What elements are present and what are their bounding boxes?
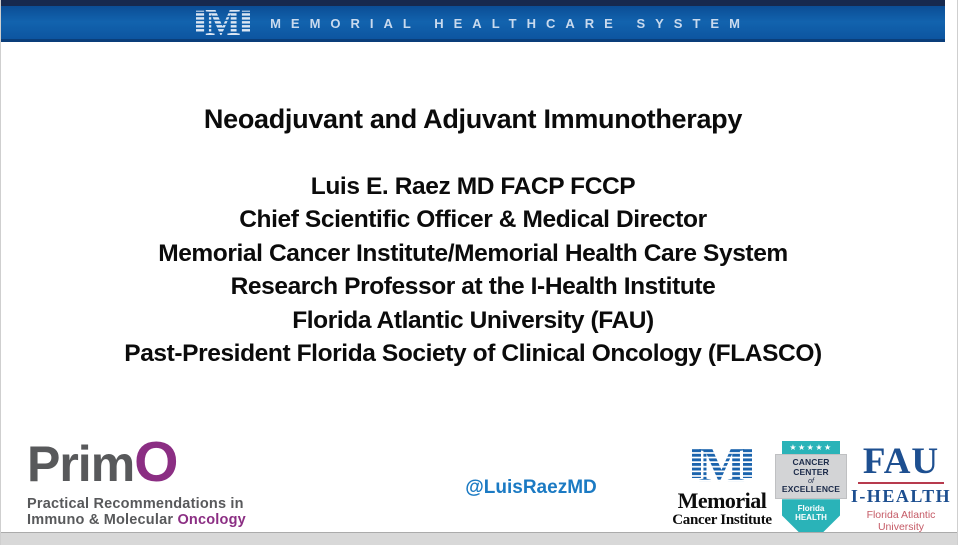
header-blue-bar: M MEMORIAL HEALTHCARE SYSTEM bbox=[1, 5, 945, 42]
badge-stars-icon: ★★★★★ bbox=[782, 441, 840, 454]
badge-org-line1: Florida bbox=[797, 504, 825, 514]
badge-line1: CANCER CENTER bbox=[792, 457, 830, 477]
cancer-center-excellence-badge: ★★★★★ CANCER CENTER of EXCELLENCE Florid… bbox=[775, 441, 847, 545]
fau-ihealth-logo: FAU I-HEALTH Florida Atlantic University bbox=[847, 441, 955, 534]
twitter-handle: @LuisRaezMD bbox=[465, 477, 597, 498]
primo-tagline-line1: Practical Recommendations in bbox=[27, 496, 244, 512]
primo-wordmark: PrimO bbox=[27, 434, 246, 491]
primo-tagline-line2: Immuno & Molecular Oncology bbox=[27, 512, 246, 528]
fau-division: I-HEALTH bbox=[850, 486, 952, 507]
badge-org-line2: HEALTH bbox=[795, 513, 827, 523]
header-bar: M MEMORIAL HEALTHCARE SYSTEM bbox=[1, 0, 945, 42]
header-top-strip bbox=[1, 0, 945, 6]
primo-word-prefix: Prim bbox=[27, 436, 135, 492]
primo-tagline-line2-prefix: Immuno & Molecular bbox=[27, 512, 178, 528]
speaker-block: Luis E. Raez MD FACP FCCP Chief Scientif… bbox=[1, 170, 945, 370]
svg-text:M: M bbox=[698, 440, 745, 484]
memorial-cancer-institute-logo: M Memorial Cancer Institute bbox=[667, 436, 777, 529]
slide-title: Neoadjuvant and Adjuvant Immunotherapy bbox=[203, 104, 743, 134]
header-brand-text: MEMORIAL HEALTHCARE SYSTEM bbox=[270, 15, 750, 31]
badge-text-band: CANCER CENTER of EXCELLENCE bbox=[775, 454, 847, 500]
fau-acronym: FAU bbox=[862, 441, 940, 482]
speaker-university: Florida Atlantic University (FAU) bbox=[292, 306, 654, 334]
speaker-organization: Memorial Cancer Institute/Memorial Healt… bbox=[158, 239, 788, 267]
primo-word-o: O bbox=[134, 430, 178, 494]
bottom-strip bbox=[1, 532, 957, 545]
memorial-cancer-m-icon: M bbox=[692, 436, 752, 492]
speaker-role: Chief Scientific Officer & Medical Direc… bbox=[239, 206, 707, 234]
badge-line2: of bbox=[808, 477, 814, 485]
fau-university-name: Florida Atlantic University bbox=[866, 509, 936, 534]
primo-tagline-oncology: Oncology bbox=[177, 512, 246, 528]
fau-divider bbox=[858, 482, 944, 485]
svg-text:M: M bbox=[205, 5, 241, 38]
badge-line3: EXCELLENCE bbox=[781, 483, 841, 494]
memorial-logo-line1: Memorial bbox=[677, 488, 767, 513]
speaker-name: Luis E. Raez MD FACP FCCP bbox=[310, 173, 636, 200]
memorial-logo-line2: Cancer Institute bbox=[672, 512, 772, 529]
speaker-professorship: Research Professor at the I-Health Insti… bbox=[230, 273, 716, 301]
memorial-m-icon: M bbox=[196, 5, 251, 38]
primo-logo: PrimO Practical Recommendations in Immun… bbox=[27, 434, 246, 529]
speaker-past-role: Past-President Florida Society of Clinic… bbox=[124, 340, 822, 368]
